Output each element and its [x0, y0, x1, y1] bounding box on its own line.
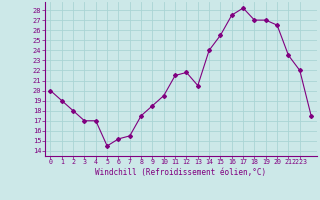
X-axis label: Windchill (Refroidissement éolien,°C): Windchill (Refroidissement éolien,°C) [95, 168, 266, 177]
